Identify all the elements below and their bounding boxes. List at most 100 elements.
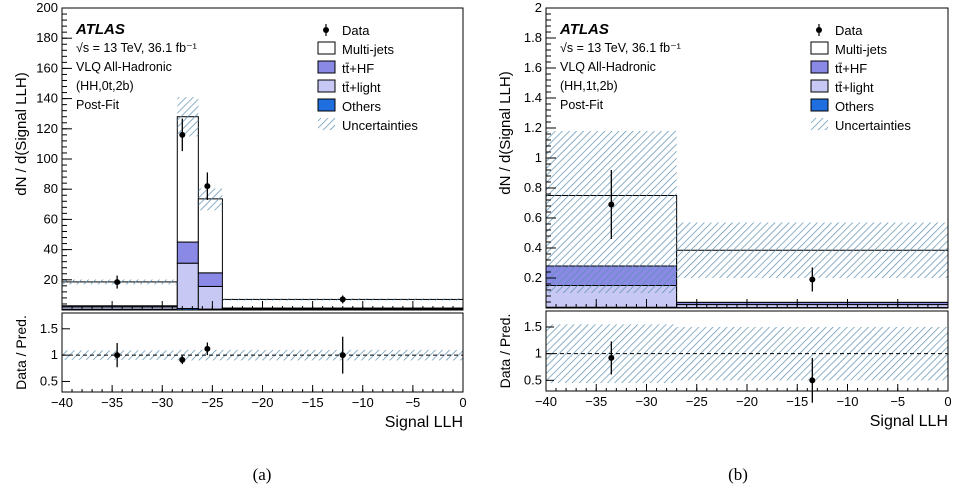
x-tick-label: −10 — [836, 394, 858, 409]
legend-label: Uncertainties — [342, 118, 418, 133]
x-tick-label: −30 — [151, 395, 173, 410]
legend-label: Data — [835, 23, 863, 38]
info-text: Post-Fit — [560, 98, 604, 112]
data-points — [114, 118, 346, 304]
info-text: √s = 13 TeV, 36.1 fb⁻¹ — [560, 41, 681, 55]
legend-swatch — [317, 41, 336, 55]
ratio-panel: 0.5 1 1.5 −40 −35 −30 −25 −20 −15 −10 −5 0 Data / Pr… — [497, 310, 952, 409]
ratio-y-tick-label: 0.5 — [40, 373, 58, 388]
ratio-y-axis-label: Data / Pred. — [13, 315, 29, 390]
ratio-y-tick-label: 1.5 — [40, 321, 58, 336]
uncertainty-band — [198, 188, 223, 211]
legend-label: Others — [342, 99, 382, 114]
data-points — [608, 170, 816, 292]
legend-swatch — [810, 60, 829, 74]
y-tick-label: 0.4 — [524, 240, 542, 255]
legend-swatch — [318, 118, 335, 130]
ratio-y-axis-label: Data / Pred. — [497, 314, 513, 389]
info-text: √s = 13 TeV, 36.1 fb⁻¹ — [76, 41, 197, 55]
ratio-y-tick-label: 0.5 — [524, 372, 542, 387]
x-tick-label: −40 — [535, 394, 557, 409]
chart-panel-b: 0.2 0.4 0.6 0.8 1 1.2 1.4 1.6 1.8 2 dN / d(Signal … — [497, 0, 952, 484]
x-tick-label: −25 — [201, 395, 223, 410]
legend-label: Data — [342, 23, 370, 38]
y-tick-label: 0.2 — [524, 270, 542, 285]
data-point — [179, 131, 186, 138]
panel-caption: (b) — [728, 465, 748, 484]
info-text: (HH,0t,2b) — [76, 79, 134, 93]
y-tick-label: 2 — [535, 0, 542, 15]
panel-caption: (a) — [253, 465, 272, 484]
legend-label: Multi-jets — [835, 42, 888, 57]
x-tick-label: −5 — [405, 395, 420, 410]
y-tick-label: 80 — [44, 181, 58, 196]
legend-swatch — [317, 98, 336, 112]
uncertainty-band — [177, 97, 199, 137]
info-text: VLQ All-Hadronic — [560, 60, 656, 74]
ratio-point — [179, 356, 186, 363]
y-tick-label: 140 — [36, 91, 58, 106]
ratio-point — [809, 377, 816, 384]
y-tick-label: 1 — [535, 150, 542, 165]
x-tick-label: −25 — [686, 394, 708, 409]
ratio-point — [204, 345, 211, 352]
x-tick-label: −15 — [786, 394, 808, 409]
y-tick-label: 160 — [36, 60, 58, 75]
data-point — [204, 183, 211, 190]
x-axis-label: Signal LLH — [385, 414, 463, 431]
x-tick-label: −20 — [251, 395, 273, 410]
x-tick-label: −15 — [302, 395, 324, 410]
y-tick-label: 60 — [44, 211, 58, 226]
y-tick-label: 200 — [36, 0, 58, 15]
x-axis-label: Signal LLH — [870, 413, 948, 430]
ratio-point — [339, 352, 346, 359]
y-axis-label: dN / d(Signal LLH) — [13, 72, 30, 195]
atlas-label: ATLAS — [559, 21, 609, 38]
ratio-uncertainty-band — [177, 349, 199, 361]
data-point — [608, 201, 615, 208]
x-tick-label: −30 — [635, 394, 657, 409]
ratio-panel: 0.5 1 1.5 −40 −35 −30 −25 −20 −15 −10 −5 0 Data / Pr… — [13, 312, 467, 410]
legend: Data Multi-jets tt̄+HF tt̄+light Others Uncer… — [810, 23, 911, 133]
ratio-y-tick-label: 1.5 — [524, 319, 542, 334]
info-text: VLQ All-Hadronic — [76, 60, 172, 74]
legend-label: tt̄+light — [342, 80, 381, 95]
legend-label: tt̄+light — [835, 80, 874, 95]
y-axis-label: dN / d(Signal LLH) — [497, 71, 514, 194]
stack-bar — [197, 272, 223, 287]
stack-bar — [61, 281, 178, 307]
y-tick-label: 0.6 — [524, 210, 542, 225]
ratio-point — [608, 354, 615, 361]
x-tick-label: −35 — [585, 394, 607, 409]
legend-swatch — [810, 41, 829, 55]
y-tick-label: 0.8 — [524, 180, 542, 195]
y-tick-label: 40 — [44, 242, 58, 257]
legend-swatch — [317, 79, 336, 93]
x-tick-label: −40 — [51, 395, 73, 410]
legend-label: Others — [835, 99, 875, 114]
y-tick-label: 1.8 — [524, 30, 542, 45]
info-text: Post-Fit — [76, 98, 120, 112]
y-tick-label: 1.4 — [524, 90, 542, 105]
legend-label: Multi-jets — [342, 42, 395, 57]
x-tick-label: 0 — [944, 394, 951, 409]
y-tick-label: 20 — [44, 272, 58, 287]
info-text: (HH,1t,2b) — [560, 79, 618, 93]
data-point — [339, 296, 346, 303]
stack-bar — [176, 262, 199, 309]
legend-swatch — [317, 60, 336, 74]
x-tick-label: −20 — [736, 394, 758, 409]
y-tick-label: 100 — [36, 151, 58, 166]
chart-panel-a: 20 40 60 80 100 120 140 160 180 200 dN / d(Signal … — [13, 0, 467, 484]
legend-swatch — [810, 98, 829, 112]
atlas-label: ATLAS — [75, 21, 125, 38]
y-tick-label: 1.2 — [524, 120, 542, 135]
ratio-y-tick-label: 1 — [535, 346, 542, 361]
data-point — [809, 276, 816, 283]
y-tick-label: 1.6 — [524, 60, 542, 75]
stack-bar — [197, 285, 223, 310]
legend-label: Uncertainties — [835, 118, 911, 133]
legend-label: tt̄+HF — [835, 61, 867, 76]
y-ticks: 20 40 60 80 100 120 140 160 180 200 — [36, 0, 72, 311]
